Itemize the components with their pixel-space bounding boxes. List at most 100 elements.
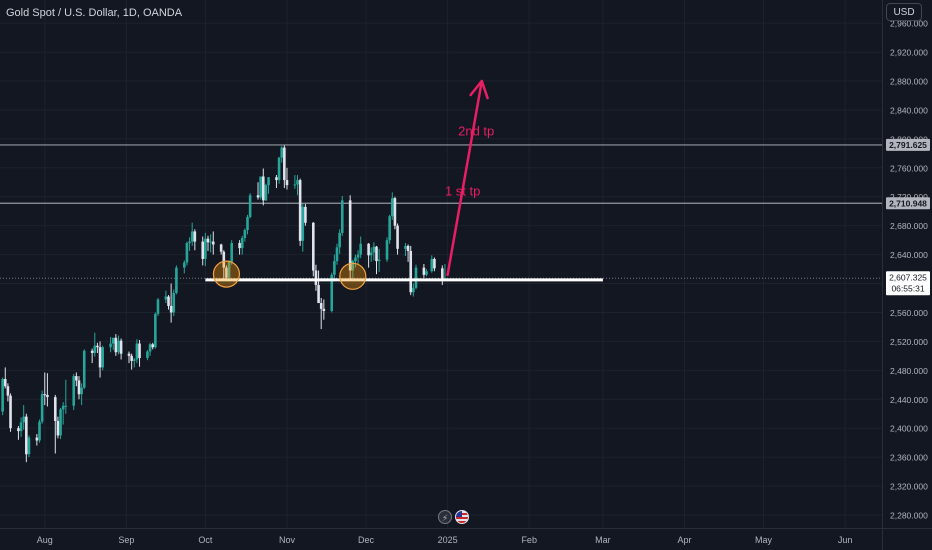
candle-body[interactable] [98,347,102,368]
candle-body[interactable] [377,259,381,262]
candle-body[interactable] [277,157,281,181]
target-arrow[interactable] [446,79,484,277]
candle-body[interactable] [61,405,65,410]
candle-body[interactable] [101,347,104,368]
candle-body[interactable] [333,261,336,275]
candle-body[interactable] [35,437,39,441]
candle-body[interactable] [90,350,94,353]
candle-body[interactable] [322,308,326,312]
candle-body[interactable] [164,296,168,300]
candle-body[interactable] [240,237,244,249]
candle-body[interactable] [82,350,86,388]
candle-body[interactable] [338,232,341,248]
candle-body[interactable] [433,258,436,269]
candle-body[interactable] [53,397,57,421]
candle-body[interactable] [206,238,210,243]
candle-body[interactable] [319,303,323,309]
candle-body[interactable] [283,147,286,181]
candle-body[interactable] [375,246,378,262]
candle-body[interactable] [351,261,355,271]
candle-body[interactable] [412,287,415,293]
candle-body[interactable] [275,177,278,181]
candle-body[interactable] [193,231,197,242]
candle-body[interactable] [117,340,120,353]
candle-body[interactable] [109,343,112,348]
candle-body[interactable] [111,337,115,344]
candle-body[interactable] [172,292,176,313]
candle-body[interactable] [27,437,31,455]
candle-body[interactable] [75,376,78,381]
candle-body[interactable] [264,185,268,201]
candle-body[interactable] [204,238,207,259]
candle-body[interactable] [130,355,133,361]
candle-body[interactable] [388,216,391,241]
candle-body[interactable] [127,353,131,356]
candle-body[interactable] [227,261,231,278]
candle-body[interactable] [393,198,397,226]
candle-body[interactable] [248,195,252,217]
candle-body[interactable] [188,241,191,244]
candle-body[interactable] [77,380,81,395]
candle-body[interactable] [430,258,434,272]
flash-icon[interactable]: ⚡ [438,510,452,524]
candle-body[interactable] [40,394,44,422]
candle-body[interactable] [312,222,315,271]
candle-body[interactable] [317,284,320,304]
candle-body[interactable] [96,345,99,348]
candle-body[interactable] [425,271,428,275]
candle-body[interactable] [17,428,20,432]
candle-body[interactable] [293,184,297,186]
candle-body[interactable] [93,345,97,353]
candle-body[interactable] [422,267,426,275]
candle-body[interactable] [385,240,389,260]
candle-body[interactable] [72,376,76,406]
candle-body[interactable] [296,180,299,185]
candle-body[interactable] [146,351,149,359]
candle-body[interactable] [154,313,157,348]
candle-body[interactable] [138,343,141,359]
candle-body[interactable] [390,198,394,217]
candle-body[interactable] [6,386,10,396]
candle-body[interactable] [56,420,60,436]
highlight-circle[interactable] [212,260,241,288]
candle-body[interactable] [19,422,23,432]
candle-body[interactable] [175,267,178,293]
candle-body[interactable] [43,394,47,396]
candle-body[interactable] [225,267,228,278]
candle-body[interactable] [280,147,284,158]
candle-body[interactable] [230,243,233,262]
candle-body[interactable] [190,231,194,242]
candle-body[interactable] [211,241,215,245]
candle-body[interactable] [3,379,7,387]
candle-body[interactable] [135,343,139,360]
candle-body[interactable] [414,267,418,288]
currency-button[interactable]: USD [886,3,922,21]
candle-body[interactable] [59,409,62,436]
candle-body[interactable] [367,243,370,256]
candle-body[interactable] [369,252,373,256]
candle-body[interactable] [22,416,25,423]
candle-body[interactable] [46,394,49,398]
candle-body[interactable] [156,299,160,314]
candle-body[interactable] [219,244,223,252]
candle-body[interactable] [372,246,376,253]
candle-body[interactable] [261,176,265,201]
candle-body[interactable] [169,305,173,313]
candle-body[interactable] [409,250,413,293]
candle-body[interactable] [1,379,4,412]
us-flag-icon[interactable] [455,510,469,524]
candle-body[interactable] [285,180,289,186]
candle-body[interactable] [256,195,260,198]
candle-body[interactable] [114,337,118,353]
candle-body[interactable] [151,344,155,348]
candle-body[interactable] [148,344,152,352]
candle-body[interactable] [119,340,123,354]
candle-body[interactable] [182,262,186,268]
candle-body[interactable] [335,247,339,262]
candle-body[interactable] [298,180,302,241]
candle-body[interactable] [201,241,205,259]
candle-body[interactable] [354,257,357,262]
candle-body[interactable] [267,177,270,186]
candle-body[interactable] [301,206,305,241]
candle-body[interactable] [243,230,247,238]
